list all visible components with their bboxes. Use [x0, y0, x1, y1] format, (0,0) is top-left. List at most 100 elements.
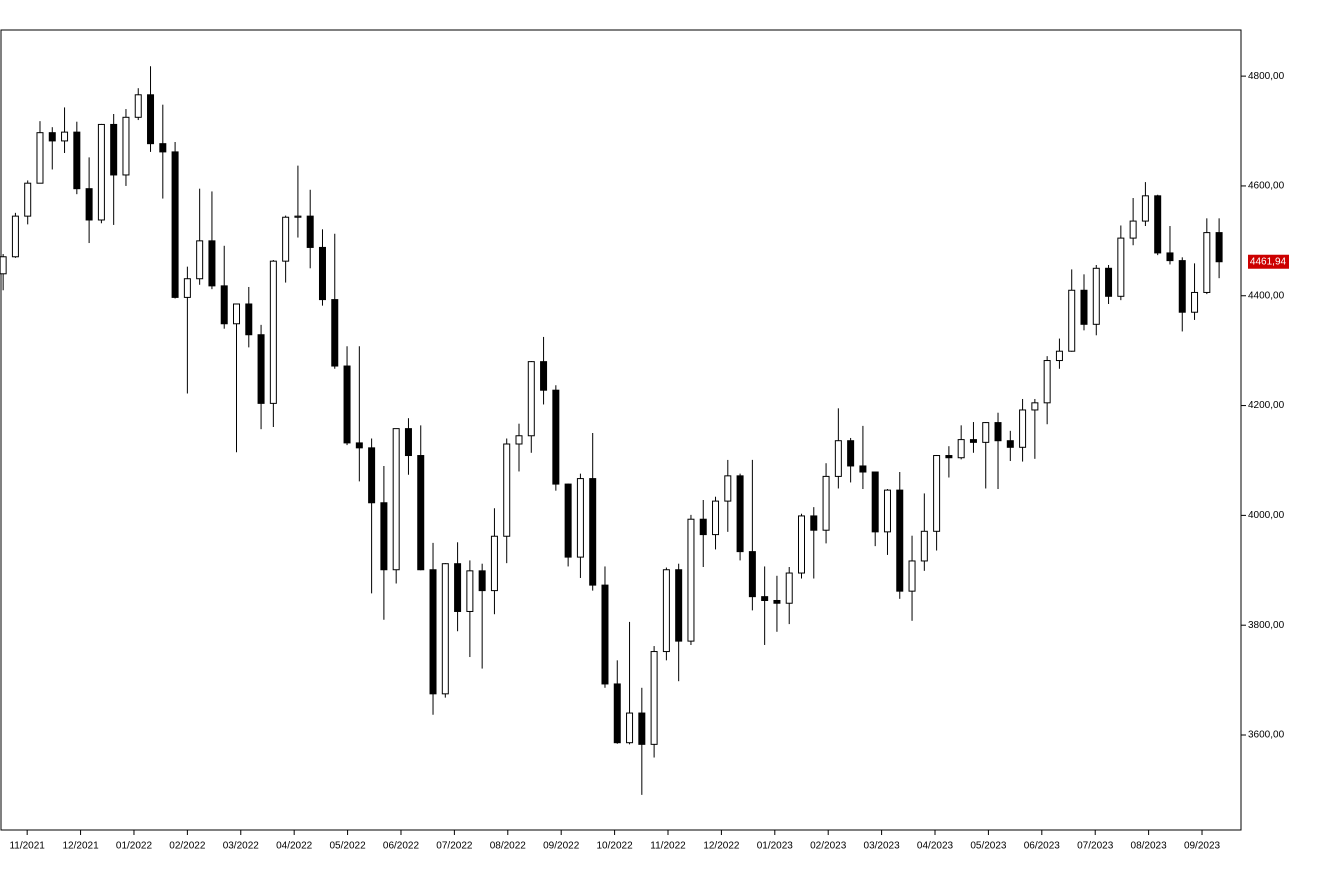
- candle-body: [257, 334, 265, 404]
- candle-body: [724, 475, 732, 502]
- candle-body: [1068, 289, 1076, 352]
- candle-body: [134, 94, 142, 118]
- candle-body: [306, 215, 314, 248]
- candle-body: [478, 570, 486, 592]
- candle-body: [233, 303, 241, 325]
- candle-body: [638, 712, 646, 745]
- candle-body: [797, 515, 805, 574]
- y-tick-label: 4800,00: [1248, 71, 1285, 82]
- candle-body: [368, 447, 376, 504]
- candle-body: [1129, 220, 1137, 239]
- candle-body: [601, 584, 609, 685]
- candle-body: [147, 94, 155, 145]
- candle-body: [24, 182, 32, 217]
- candle-body: [269, 260, 277, 404]
- candle-body: [785, 572, 793, 604]
- candle-body: [1191, 291, 1199, 313]
- candle-body: [97, 123, 105, 221]
- x-tick-label: 12/2022: [703, 841, 740, 852]
- x-tick-label: 03/2022: [223, 841, 260, 852]
- candle-body: [883, 489, 891, 533]
- candle-body: [48, 132, 56, 142]
- candle-body: [404, 428, 412, 457]
- candle-body: [871, 471, 879, 533]
- candle-body: [933, 455, 941, 532]
- candle-body: [11, 215, 19, 258]
- candle-body: [773, 599, 781, 604]
- x-tick-label: 05/2022: [330, 841, 367, 852]
- candle-body: [282, 216, 290, 262]
- candle-body: [1080, 289, 1088, 325]
- candle-body: [220, 285, 228, 325]
- x-tick-label: 11/2022: [650, 841, 686, 852]
- candle-body: [503, 443, 511, 537]
- candle-body: [957, 439, 965, 459]
- candle-body: [355, 442, 363, 449]
- candle-body: [920, 530, 928, 562]
- candle-body: [650, 651, 658, 745]
- candle-body: [613, 683, 621, 744]
- candle-body: [896, 489, 904, 592]
- candle-body: [847, 440, 855, 467]
- candle-body: [85, 188, 93, 221]
- candle-body: [122, 116, 130, 176]
- candle-body: [208, 240, 216, 287]
- candle-body: [626, 712, 634, 744]
- candle-body: [441, 563, 449, 695]
- candle-body: [454, 563, 462, 612]
- candle-body: [662, 569, 670, 653]
- candle-body: [1178, 260, 1186, 313]
- x-tick-label: 06/2022: [383, 841, 420, 852]
- candle-body: [540, 361, 548, 391]
- candle-body: [527, 361, 535, 437]
- y-tick-label: 4200,00: [1248, 400, 1285, 411]
- candle-body: [466, 570, 474, 612]
- candle-body: [245, 303, 253, 336]
- candle-body: [822, 475, 830, 531]
- candle-body: [589, 478, 597, 586]
- candle-body: [1105, 267, 1113, 297]
- last-price-label: 4461,94: [1250, 256, 1287, 267]
- candle-body: [380, 502, 388, 571]
- candle-body: [1006, 440, 1014, 448]
- y-tick-label: 4000,00: [1248, 510, 1285, 521]
- x-tick-label: 09/2023: [1184, 841, 1221, 852]
- x-tick-label: 07/2022: [436, 841, 473, 852]
- candle-body: [515, 435, 523, 445]
- candle-body: [699, 518, 707, 536]
- candle-body: [1154, 195, 1162, 254]
- candle-body: [1092, 267, 1100, 325]
- candle-body: [969, 439, 977, 443]
- candle-body: [1215, 232, 1223, 263]
- x-tick-label: 02/2022: [169, 841, 206, 852]
- x-tick-label: 11/2021: [9, 841, 45, 852]
- candle-body: [859, 465, 867, 473]
- candle-body: [761, 596, 769, 601]
- candle-body: [945, 455, 953, 459]
- x-tick-label: 02/2023: [810, 841, 847, 852]
- x-tick-label: 09/2022: [543, 841, 580, 852]
- candle-body: [331, 299, 339, 367]
- candle-body: [171, 151, 179, 298]
- candle-body: [490, 535, 498, 592]
- candle-body: [392, 428, 400, 571]
- x-tick-label: 04/2023: [917, 841, 954, 852]
- x-tick-label: 01/2022: [116, 841, 153, 852]
- candle-body: [1203, 232, 1211, 293]
- candle-body: [810, 515, 818, 531]
- x-tick-label: 05/2023: [970, 841, 1007, 852]
- candle-body: [110, 123, 118, 176]
- x-tick-label: 06/2023: [1024, 841, 1061, 852]
- candle-body: [429, 569, 437, 695]
- candle-body: [564, 483, 572, 558]
- candle-body: [1141, 195, 1149, 222]
- candle-body: [834, 440, 842, 477]
- candle-body: [1117, 237, 1125, 297]
- candle-body: [1055, 350, 1063, 362]
- candle-body: [183, 278, 191, 298]
- candle-body: [994, 422, 1002, 442]
- candle-body: [1031, 402, 1039, 411]
- candle-body: [552, 389, 560, 485]
- candle-body: [675, 569, 683, 642]
